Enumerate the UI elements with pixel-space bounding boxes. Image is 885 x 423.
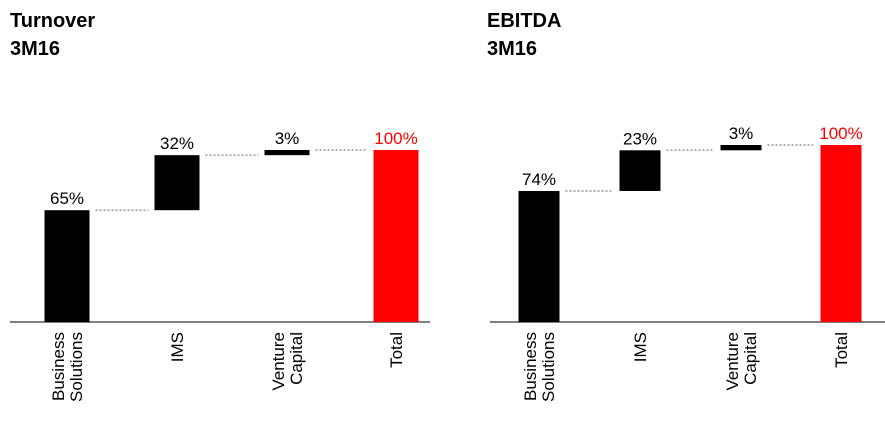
- x-tick-label: Total: [832, 332, 851, 368]
- x-tick-label-line: Solutions: [67, 332, 86, 402]
- data-label: 23%: [623, 129, 657, 148]
- chart-title: Turnover: [10, 10, 95, 32]
- data-label: 3%: [275, 129, 300, 148]
- x-tick-label: IMS: [631, 332, 650, 362]
- data-label: 100%: [819, 124, 862, 143]
- data-label: 32%: [160, 134, 194, 153]
- bar: [373, 150, 419, 322]
- data-label: 74%: [522, 170, 556, 189]
- bar: [44, 210, 90, 322]
- bar: [720, 145, 762, 151]
- x-tick-label-line: Total: [832, 332, 851, 368]
- bar: [619, 150, 661, 192]
- x-tick-label-line: Capital: [287, 332, 306, 385]
- x-tick-label-line: IMS: [631, 332, 650, 362]
- data-label: 3%: [729, 124, 754, 143]
- x-tick-label: Total: [387, 332, 406, 368]
- chart-subtitle: 3M16: [487, 38, 537, 60]
- x-tick-label-line: Solutions: [539, 332, 558, 402]
- x-tick-label-line: Capital: [741, 332, 760, 385]
- x-tick-label: VentureCapital: [269, 332, 306, 391]
- x-tick-label-line: IMS: [168, 332, 187, 362]
- bar: [264, 150, 310, 156]
- bar: [820, 145, 862, 322]
- x-tick-label-line: Business: [49, 332, 68, 401]
- data-label: 100%: [374, 129, 417, 148]
- x-tick-label-line: Venture: [723, 332, 742, 391]
- bar: [154, 155, 200, 211]
- x-tick-label-line: Venture: [269, 332, 288, 391]
- x-tick-label-line: Total: [387, 332, 406, 368]
- chart-subtitle: 3M16: [10, 38, 60, 60]
- x-tick-label-line: Business: [521, 332, 540, 401]
- x-tick-label: BusinessSolutions: [521, 332, 558, 402]
- x-tick-label: IMS: [168, 332, 187, 362]
- chart-title: EBITDA: [487, 10, 561, 32]
- data-label: 65%: [50, 189, 84, 208]
- bar: [518, 191, 560, 322]
- x-tick-label: VentureCapital: [723, 332, 760, 391]
- x-tick-label: BusinessSolutions: [49, 332, 86, 402]
